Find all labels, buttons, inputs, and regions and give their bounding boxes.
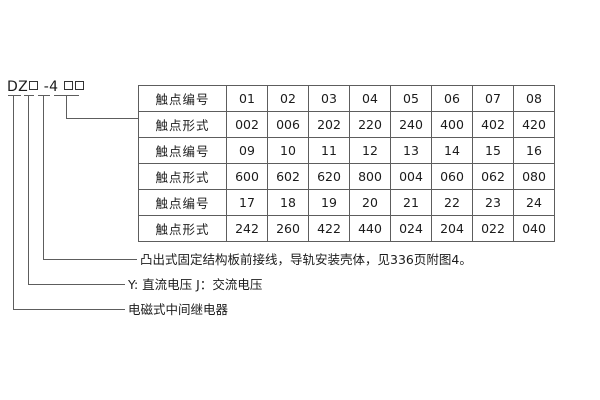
table-cell: 004	[390, 163, 432, 190]
model-code-box-2-icon	[64, 81, 74, 90]
table-cell: 006	[267, 111, 309, 138]
model-code-series: -4	[43, 79, 59, 95]
table-cell: 402	[472, 111, 514, 138]
table-cell: 002	[226, 111, 268, 138]
table-row: 触点编号 09 10 11 12 13 14 15 16	[138, 137, 555, 164]
table-cell: 01	[226, 85, 268, 112]
table-row: 触点形式 600 602 620 800 004 060 062 080	[138, 163, 555, 190]
table-cell: 11	[308, 137, 350, 164]
row-label: 触点形式	[138, 215, 227, 242]
table-cell: 02	[267, 85, 309, 112]
annotation-voltage-type: Y: 直流电压 J：交流电压	[128, 277, 263, 292]
table-cell: 040	[513, 215, 555, 242]
row-label: 触点编号	[138, 85, 227, 112]
row-label: 触点编号	[138, 137, 227, 164]
leader-to-note-2	[12, 95, 125, 311]
table-cell: 08	[513, 85, 555, 112]
table-cell: 060	[431, 163, 473, 190]
table-row: 触点形式 242 260 422 440 024 204 022 040	[138, 215, 555, 242]
table-cell: 242	[226, 215, 268, 242]
table-cell: 05	[390, 85, 432, 112]
table-cell: 420	[513, 111, 555, 138]
table-row: 触点编号 01 02 03 04 05 06 07 08	[138, 85, 555, 112]
table-cell: 800	[349, 163, 391, 190]
table-cell: 21	[390, 189, 432, 216]
row-label: 触点形式	[138, 163, 227, 190]
table-cell: 04	[349, 85, 391, 112]
leader-to-note-1	[27, 95, 125, 286]
table-cell: 080	[513, 163, 555, 190]
table-cell: 06	[431, 85, 473, 112]
table-cell: 24	[513, 189, 555, 216]
leader-to-table	[65, 95, 138, 120]
row-label: 触点形式	[138, 111, 227, 138]
table-cell: 022	[472, 215, 514, 242]
table-cell: 400	[431, 111, 473, 138]
table-cell: 16	[513, 137, 555, 164]
table-cell: 440	[349, 215, 391, 242]
table-cell: 22	[431, 189, 473, 216]
table-cell: 14	[431, 137, 473, 164]
table-cell: 09	[226, 137, 268, 164]
table-row: 触点形式 002 006 202 220 240 400 402 420	[138, 111, 555, 138]
table-cell: 260	[267, 215, 309, 242]
annotation-mounting-structure: 凸出式固定结构板前接线，导轨安装壳体，见336页附图4。	[140, 252, 472, 267]
table-cell: 15	[472, 137, 514, 164]
model-code-box-3-icon	[75, 81, 85, 90]
row-label: 触点编号	[138, 189, 227, 216]
table-cell: 03	[308, 85, 350, 112]
table-cell: 13	[390, 137, 432, 164]
table-cell: 422	[308, 215, 350, 242]
table-cell: 600	[226, 163, 268, 190]
table-cell: 12	[349, 137, 391, 164]
table-cell: 240	[390, 111, 432, 138]
table-cell: 10	[267, 137, 309, 164]
table-cell: 602	[267, 163, 309, 190]
model-code-box-1-icon	[28, 81, 38, 90]
annotation-relay-family: 电磁式中间继电器	[128, 302, 229, 317]
model-code-prefix: DZ	[7, 79, 28, 95]
table-row: 触点编号 17 18 19 20 21 22 23 24	[138, 189, 555, 216]
leader-to-note-0	[42, 95, 137, 261]
contact-table: 触点编号 01 02 03 04 05 06 07 08 触点形式 002 00…	[138, 85, 555, 242]
table-cell: 19	[308, 189, 350, 216]
table-cell: 23	[472, 189, 514, 216]
table-cell: 062	[472, 163, 514, 190]
model-code-label: DZ -4	[7, 79, 85, 95]
table-cell: 220	[349, 111, 391, 138]
table-cell: 07	[472, 85, 514, 112]
table-cell: 18	[267, 189, 309, 216]
table-cell: 024	[390, 215, 432, 242]
table-cell: 17	[226, 189, 268, 216]
table-cell: 620	[308, 163, 350, 190]
table-cell: 204	[431, 215, 473, 242]
table-cell: 20	[349, 189, 391, 216]
table-cell: 202	[308, 111, 350, 138]
